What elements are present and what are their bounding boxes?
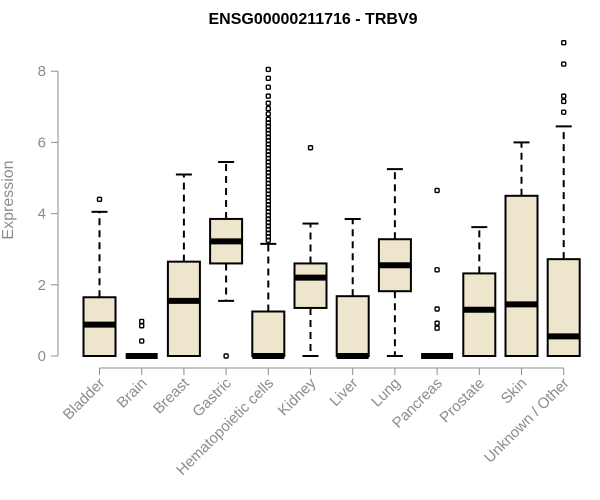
box-brain (125, 318, 158, 359)
iqr-box (251, 310, 286, 357)
x-tick-label: Liver (327, 375, 362, 410)
box-skin (504, 141, 539, 357)
outlier-point (265, 111, 271, 117)
iqr-box (293, 262, 328, 309)
y-tick-label: 6 (38, 134, 46, 151)
x-tick-label: Bladder (60, 375, 109, 424)
outlier-point (434, 320, 440, 326)
x-tick-label: Lung (368, 375, 404, 411)
iqr-box (504, 194, 539, 357)
outlier-point (561, 40, 567, 46)
outlier-point (138, 338, 145, 344)
x-tick-label: Brain (114, 375, 151, 412)
x-tick-label: Breast (150, 374, 193, 417)
y-tick-label: 8 (38, 63, 46, 80)
y-axis: 0 2 4 6 8 (38, 63, 59, 365)
chart-title: ENSG00000211716 - TRBV9 (208, 11, 417, 28)
iqr-box (166, 260, 201, 357)
outlier-point (265, 116, 271, 122)
box-bladder (82, 196, 117, 358)
y-axis-label: Expression (0, 160, 17, 239)
outlier-point (265, 100, 271, 106)
box-gastric (209, 160, 244, 359)
outlier-point (96, 196, 103, 203)
box-series (82, 40, 581, 359)
outlier-point (265, 84, 271, 90)
outlier-point (434, 325, 440, 331)
outlier-point (561, 98, 567, 105)
iqr-box (546, 258, 581, 357)
outlier-point (434, 306, 440, 312)
outlier-point (561, 93, 567, 99)
outlier-point (561, 61, 567, 67)
outlier-point (265, 105, 271, 112)
iqr-box (462, 272, 497, 357)
y-tick-label: 2 (38, 277, 46, 294)
outlier-point (223, 353, 229, 359)
box-breast (166, 173, 201, 357)
outlier-point (561, 109, 567, 115)
iqr-box (335, 295, 370, 357)
box-unknown-other (546, 40, 581, 357)
box-liver (335, 217, 370, 359)
x-tick-label: Prostate (437, 375, 489, 427)
outlier-point (138, 323, 145, 329)
outlier-point (138, 318, 145, 325)
y-tick-label: 4 (38, 206, 46, 223)
outlier-point (265, 93, 271, 99)
outlier-point (434, 187, 440, 194)
box-prostate (462, 226, 497, 357)
box-kidney (293, 145, 328, 357)
box-hematopoietic-cells (251, 66, 286, 359)
outlier-point (265, 75, 271, 82)
x-tick-label: Kidney (275, 374, 320, 419)
y-tick-label: 0 (38, 348, 46, 365)
outlier-point (307, 145, 314, 151)
box-lung (377, 168, 412, 357)
x-tick-label: Skin (498, 375, 531, 408)
outlier-point (434, 267, 440, 273)
outlier-point (265, 66, 271, 73)
box-pancreas (421, 187, 454, 359)
